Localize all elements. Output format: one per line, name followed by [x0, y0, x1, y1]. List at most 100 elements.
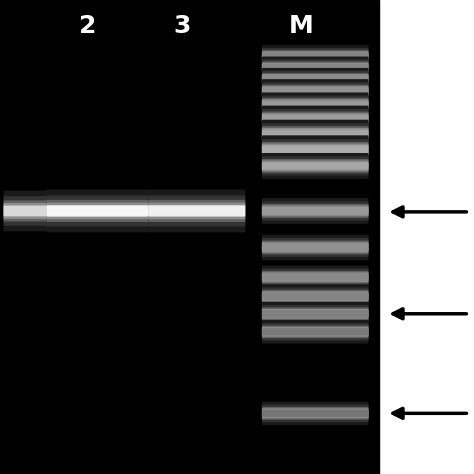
- FancyBboxPatch shape: [263, 329, 368, 335]
- FancyBboxPatch shape: [263, 64, 368, 70]
- FancyBboxPatch shape: [263, 408, 368, 419]
- FancyBboxPatch shape: [263, 112, 368, 125]
- FancyBboxPatch shape: [47, 203, 147, 219]
- FancyBboxPatch shape: [47, 190, 147, 232]
- FancyBboxPatch shape: [263, 241, 368, 254]
- FancyBboxPatch shape: [263, 409, 368, 418]
- FancyBboxPatch shape: [263, 143, 368, 156]
- FancyBboxPatch shape: [149, 201, 245, 221]
- FancyBboxPatch shape: [263, 73, 368, 84]
- FancyBboxPatch shape: [263, 311, 368, 317]
- Bar: [0, 0, 379, 474]
- FancyBboxPatch shape: [4, 204, 62, 218]
- FancyBboxPatch shape: [263, 62, 368, 73]
- FancyBboxPatch shape: [263, 100, 368, 109]
- FancyBboxPatch shape: [263, 127, 368, 140]
- FancyBboxPatch shape: [263, 202, 368, 220]
- FancyBboxPatch shape: [263, 144, 368, 155]
- FancyBboxPatch shape: [263, 106, 368, 131]
- FancyBboxPatch shape: [263, 124, 368, 143]
- FancyBboxPatch shape: [263, 238, 368, 256]
- FancyBboxPatch shape: [263, 324, 368, 340]
- FancyBboxPatch shape: [263, 154, 368, 178]
- FancyBboxPatch shape: [4, 197, 62, 225]
- FancyBboxPatch shape: [263, 293, 368, 299]
- FancyBboxPatch shape: [263, 269, 368, 285]
- FancyBboxPatch shape: [263, 245, 368, 251]
- FancyBboxPatch shape: [263, 52, 368, 60]
- FancyBboxPatch shape: [263, 109, 368, 128]
- FancyBboxPatch shape: [263, 85, 368, 97]
- FancyBboxPatch shape: [149, 203, 245, 219]
- FancyBboxPatch shape: [263, 57, 368, 77]
- FancyBboxPatch shape: [263, 46, 368, 66]
- FancyBboxPatch shape: [263, 235, 368, 260]
- FancyBboxPatch shape: [263, 72, 368, 86]
- FancyBboxPatch shape: [263, 80, 368, 102]
- FancyBboxPatch shape: [263, 243, 368, 252]
- FancyBboxPatch shape: [263, 328, 368, 336]
- FancyBboxPatch shape: [263, 130, 368, 137]
- FancyBboxPatch shape: [263, 51, 368, 61]
- FancyBboxPatch shape: [263, 303, 368, 325]
- FancyBboxPatch shape: [263, 101, 368, 107]
- FancyBboxPatch shape: [263, 157, 368, 175]
- FancyBboxPatch shape: [149, 190, 245, 232]
- FancyBboxPatch shape: [263, 199, 368, 223]
- FancyBboxPatch shape: [263, 160, 368, 172]
- Text: M: M: [289, 14, 313, 38]
- FancyBboxPatch shape: [263, 161, 368, 171]
- FancyBboxPatch shape: [263, 99, 368, 110]
- FancyBboxPatch shape: [263, 114, 368, 123]
- Bar: [379, 0, 474, 474]
- FancyBboxPatch shape: [263, 206, 368, 216]
- FancyBboxPatch shape: [263, 273, 368, 282]
- FancyBboxPatch shape: [263, 54, 368, 59]
- Text: 2: 2: [79, 14, 96, 38]
- FancyBboxPatch shape: [263, 60, 368, 74]
- FancyBboxPatch shape: [4, 201, 62, 221]
- FancyBboxPatch shape: [263, 326, 368, 337]
- FancyBboxPatch shape: [263, 308, 368, 319]
- FancyBboxPatch shape: [263, 285, 368, 308]
- FancyBboxPatch shape: [263, 205, 368, 217]
- FancyBboxPatch shape: [263, 146, 368, 153]
- FancyBboxPatch shape: [263, 120, 368, 147]
- FancyBboxPatch shape: [263, 306, 368, 322]
- FancyBboxPatch shape: [263, 76, 368, 82]
- FancyBboxPatch shape: [47, 201, 147, 221]
- FancyBboxPatch shape: [263, 69, 368, 89]
- FancyBboxPatch shape: [263, 116, 368, 121]
- FancyBboxPatch shape: [263, 266, 368, 288]
- FancyBboxPatch shape: [263, 272, 368, 283]
- FancyBboxPatch shape: [263, 87, 368, 95]
- FancyBboxPatch shape: [149, 206, 245, 216]
- FancyBboxPatch shape: [263, 49, 368, 63]
- FancyBboxPatch shape: [263, 405, 368, 421]
- FancyBboxPatch shape: [263, 310, 368, 318]
- FancyBboxPatch shape: [263, 208, 368, 214]
- FancyBboxPatch shape: [263, 83, 368, 99]
- FancyBboxPatch shape: [263, 410, 368, 416]
- FancyBboxPatch shape: [263, 321, 368, 343]
- FancyBboxPatch shape: [263, 96, 368, 112]
- FancyBboxPatch shape: [263, 292, 368, 301]
- FancyBboxPatch shape: [149, 196, 245, 226]
- FancyBboxPatch shape: [263, 402, 368, 425]
- Text: 3: 3: [174, 14, 191, 38]
- FancyBboxPatch shape: [263, 88, 368, 94]
- FancyBboxPatch shape: [263, 93, 368, 116]
- FancyBboxPatch shape: [4, 206, 62, 216]
- FancyBboxPatch shape: [263, 140, 368, 159]
- FancyBboxPatch shape: [263, 291, 368, 302]
- FancyBboxPatch shape: [263, 274, 368, 280]
- FancyBboxPatch shape: [263, 288, 368, 304]
- FancyBboxPatch shape: [4, 191, 62, 230]
- FancyBboxPatch shape: [263, 163, 368, 169]
- FancyBboxPatch shape: [263, 136, 368, 163]
- FancyBboxPatch shape: [47, 206, 147, 216]
- FancyBboxPatch shape: [47, 196, 147, 226]
- FancyBboxPatch shape: [263, 75, 368, 82]
- FancyBboxPatch shape: [263, 128, 368, 139]
- FancyBboxPatch shape: [263, 64, 368, 71]
